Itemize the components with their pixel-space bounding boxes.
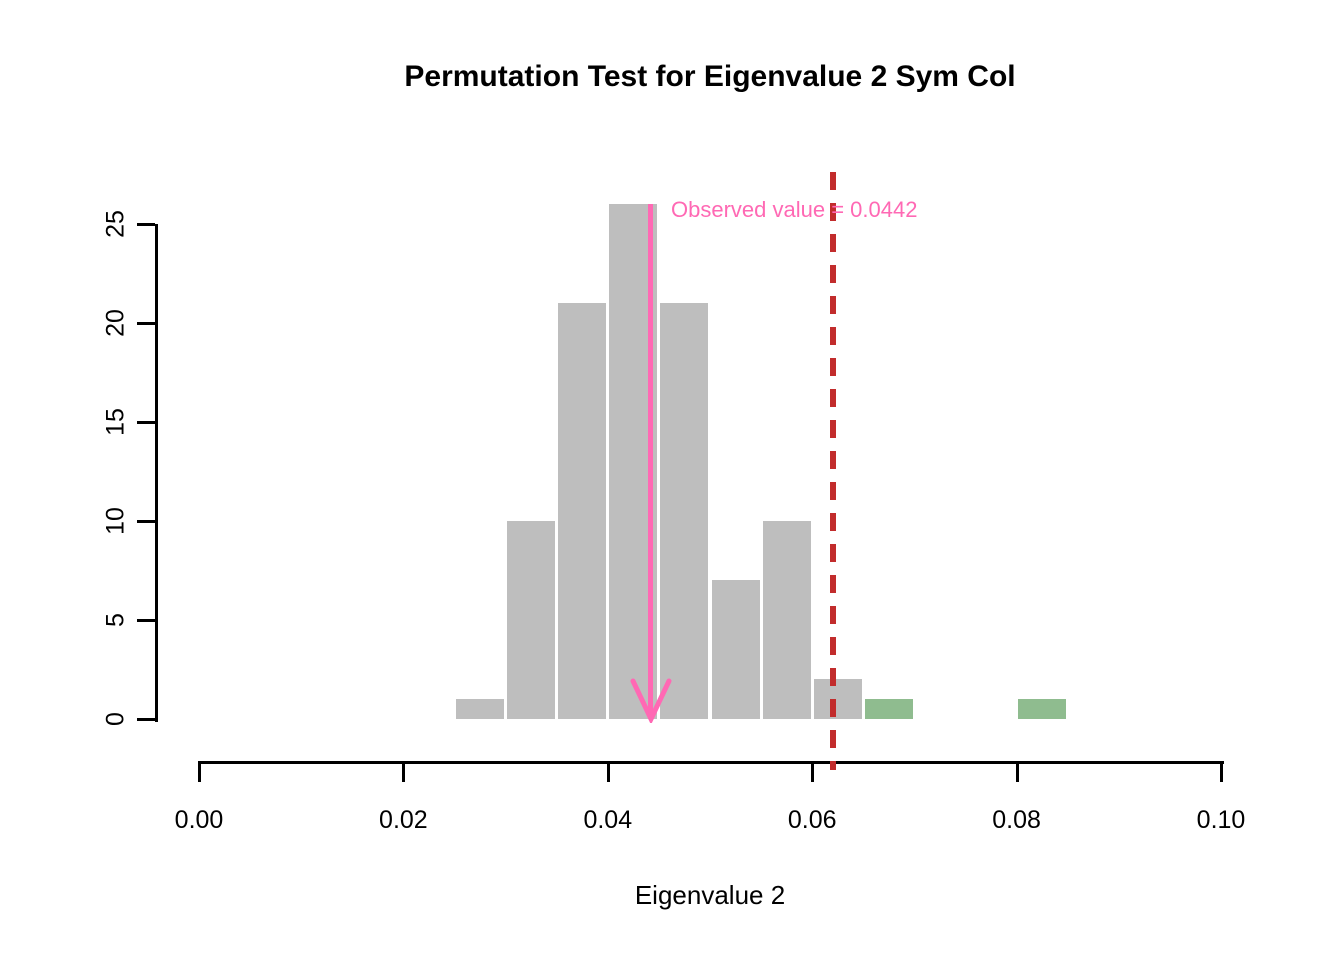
y-tick-label: 0	[101, 712, 130, 726]
y-axis-line	[155, 224, 158, 722]
threshold-dashed-line	[829, 172, 836, 770]
histogram-bar	[864, 699, 913, 719]
y-tick-label: 25	[101, 210, 130, 238]
y-tick-label: 15	[101, 408, 130, 436]
histogram-bar	[456, 699, 505, 719]
x-axis-tick	[198, 761, 201, 782]
x-tick-label: 0.04	[583, 806, 633, 834]
histogram-bar	[558, 303, 607, 719]
y-axis-tick	[137, 421, 155, 424]
y-axis-tick	[137, 520, 155, 523]
x-axis-line	[199, 761, 1224, 764]
histogram-bar	[762, 521, 811, 719]
y-axis-tick	[137, 718, 155, 721]
x-axis-tick	[1220, 761, 1223, 782]
x-axis-tick	[1015, 761, 1019, 782]
x-axis-tick	[606, 761, 610, 782]
y-tick-label: 5	[101, 613, 130, 627]
x-tick-label: 0.00	[174, 806, 224, 834]
y-tick-label: 10	[101, 507, 130, 535]
chart-title: Permutation Test for Eigenvalue 2 Sym Co…	[404, 60, 1016, 93]
y-axis-tick	[137, 223, 155, 226]
y-axis-tick	[137, 619, 155, 622]
observed-arrowhead-icon	[629, 677, 673, 728]
x-axis-title: Eigenvalue 2	[634, 880, 786, 910]
x-tick-label: 0.10	[1196, 806, 1246, 834]
observed-value-annotation: Observed value = 0.0442	[671, 197, 918, 222]
histogram-bar	[660, 303, 709, 719]
x-axis-tick	[402, 761, 406, 782]
x-tick-label: 0.06	[787, 806, 837, 834]
histogram-bar	[813, 679, 862, 719]
histogram-bar	[1018, 699, 1067, 719]
y-axis-tick	[137, 322, 155, 325]
x-tick-label: 0.08	[992, 806, 1041, 834]
histogram-bar	[507, 521, 556, 719]
observed-value-line	[648, 204, 654, 719]
histogram-bar	[711, 580, 760, 719]
y-tick-label: 20	[101, 309, 130, 337]
x-axis-tick	[811, 761, 815, 782]
x-tick-label: 0.02	[379, 806, 428, 834]
